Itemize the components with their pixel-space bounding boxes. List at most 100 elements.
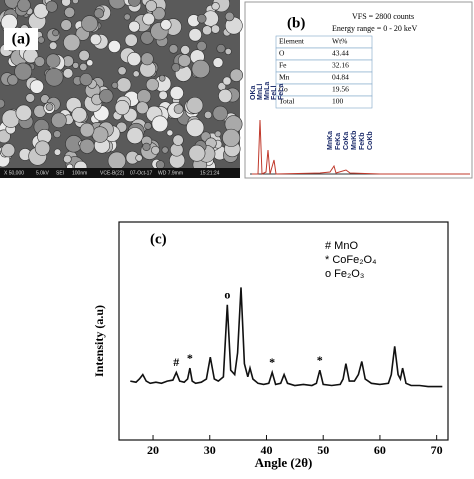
table-header: Element [279,37,305,46]
table-cell: Fe [279,61,287,70]
sem-grain [52,29,60,37]
sem-grain [186,96,204,114]
table-cell: 19.56 [332,85,349,94]
sem-grain [62,68,74,79]
sem-grain [124,33,138,47]
edx-spectrum [252,119,470,175]
sem-info-text: VCE-B(22) [100,170,125,176]
edx-vfs: VFS = 2800 counts [352,12,414,21]
table-row [275,47,373,61]
sem-grain [211,2,220,11]
sem-grain [202,25,213,36]
edx-peak-label: FeKa [335,133,342,150]
sem-grain [158,74,166,82]
sem-grain [188,28,202,42]
sem-grain [63,33,81,52]
sem-grain [51,112,67,129]
sem-grain [216,44,226,54]
x-tick-label: 40 [260,443,272,457]
edx-peak-label: MnKb [351,131,358,150]
x-axis-label: Angle (2θ) [255,455,313,470]
sem-grain [14,62,33,81]
table-cell: 32.16 [332,61,349,70]
table-row [275,59,373,73]
sem-grain [79,138,95,154]
panel-label: (c) [150,231,167,247]
sem-grain [72,62,80,69]
sem-grain [61,0,71,7]
sem-grain [107,151,127,170]
sem-grain [222,128,241,147]
sem-grain [71,106,88,123]
sem-grain [172,134,184,146]
sem-grain [45,0,58,13]
sem-grain [0,98,6,109]
table-row [275,71,373,85]
sem-grain [89,33,102,46]
x-tick-label: 20 [147,443,159,457]
sem-grain [79,62,88,71]
sem-grain [222,76,232,86]
sem-grain [7,74,19,86]
sem-grain [86,59,94,67]
sem-info-text: 07-Oct-17 [130,170,152,176]
sem-grain [142,142,151,151]
legend-entry: * CoFe₂O₄ [325,254,377,266]
x-tick-label: 50 [317,443,329,457]
sem-grain [140,52,154,66]
sem-grain [224,11,235,22]
panel-label: (a) [12,31,31,48]
sem-grain [45,53,61,68]
x-tick-label: 30 [204,443,216,457]
sem-grain [171,63,181,72]
sem-grain [151,115,169,133]
table-cell: Total [279,97,294,106]
legend-entry: # MnO [325,240,358,252]
sem-grain [212,105,228,122]
sem-grain [123,13,131,21]
x-tick-label: 60 [374,443,386,457]
sem-grain [191,59,210,79]
table-header: Wt% [332,37,347,46]
sem-grain [117,66,127,76]
sem-grain [91,126,109,143]
sem-grain [60,19,72,31]
sem-grain [116,77,132,93]
sem-grain [128,0,141,7]
x-tick-label: 70 [431,443,443,457]
table-cell: 04.84 [332,73,349,82]
sem-grain [34,56,45,67]
xrd-line [130,287,443,388]
sem-info-text: 15:21:24 [200,170,220,176]
sem-grain [135,154,143,162]
edx-peak-label: FeKb [359,133,366,151]
sem-grain [152,6,166,21]
sem-grain [212,57,224,68]
sem-grain [81,15,98,33]
sem-grain [79,122,95,138]
sem-grain [186,118,205,137]
sem-grain [107,40,121,53]
sem-grain [53,130,62,139]
table-cell: 100 [332,97,344,106]
peak-annotation: * [269,355,275,369]
y-axis-label: Intensity (a.u) [92,305,106,377]
sem-grain [127,52,142,67]
sem-grain [132,70,140,78]
table-cell: 43.44 [332,49,349,58]
sem-grain [168,44,179,54]
sem-grain [111,81,119,89]
sem-info-text: SEI [56,170,64,176]
sem-grain [169,85,184,101]
edx-peak-label: OKa [250,86,257,101]
legend-entry: o Fe₂O₃ [325,268,364,280]
sem-grain [79,73,93,86]
sem-info-text: 100nm [72,170,87,176]
sem-grain [72,0,79,5]
table-cell: O [279,49,285,58]
edx-peak-label: FeLl [271,86,278,100]
sem-info-text: X 50,000 [4,170,24,176]
sem-grain [155,160,165,170]
sem-grain [180,45,191,55]
